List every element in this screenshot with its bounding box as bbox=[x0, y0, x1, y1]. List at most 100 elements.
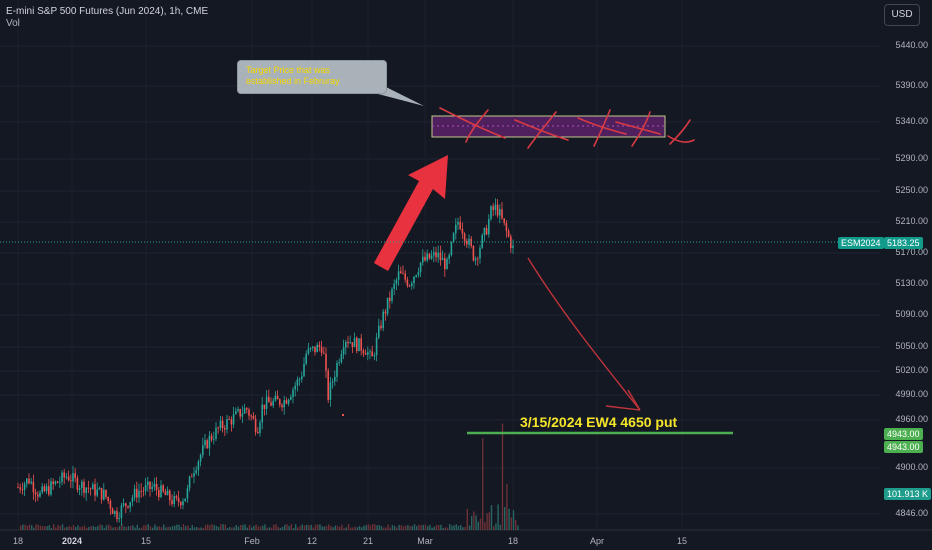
candle-body bbox=[120, 505, 123, 519]
volume-bar bbox=[108, 524, 110, 530]
volume-bar bbox=[457, 525, 460, 530]
candle-body bbox=[162, 485, 164, 492]
volume-bar bbox=[169, 526, 171, 530]
volume-bar bbox=[59, 526, 61, 530]
candle-body bbox=[85, 487, 87, 493]
candle-body bbox=[140, 490, 142, 492]
target-callout[interactable]: Target Price that was established in Feb… bbox=[237, 60, 387, 94]
candle-body bbox=[19, 487, 21, 490]
volume-bar bbox=[68, 525, 70, 530]
candle-body bbox=[182, 501, 184, 506]
candle-body bbox=[507, 230, 510, 237]
volume-bar bbox=[86, 527, 88, 530]
candle-body bbox=[501, 209, 503, 219]
volume-bar bbox=[226, 527, 229, 530]
candle-body bbox=[164, 491, 167, 496]
volume-bar bbox=[319, 524, 321, 530]
volume-bar bbox=[354, 526, 356, 530]
volume-bar bbox=[121, 524, 123, 530]
candle-body bbox=[87, 487, 90, 489]
volume-bar bbox=[220, 524, 222, 530]
volume-bar bbox=[451, 525, 453, 530]
target-arrow bbox=[374, 155, 448, 271]
volume-bar bbox=[297, 527, 299, 530]
candle-body bbox=[279, 399, 281, 406]
candle-body bbox=[188, 476, 191, 489]
volume-bar bbox=[202, 527, 204, 530]
y-tick-label: 5440.00 bbox=[895, 40, 928, 50]
y-tick-label: 5390.00 bbox=[895, 80, 928, 90]
volume-bar bbox=[92, 526, 94, 530]
candle-body bbox=[276, 395, 279, 400]
candle-body bbox=[221, 420, 224, 429]
candle-body bbox=[461, 228, 464, 234]
candle-body bbox=[312, 346, 314, 348]
candle-body bbox=[426, 253, 428, 261]
candle-body bbox=[450, 242, 453, 256]
currency-button[interactable]: USD bbox=[884, 4, 920, 26]
volume-bar bbox=[198, 527, 200, 530]
candle-body bbox=[125, 503, 127, 507]
candle-body bbox=[303, 363, 305, 377]
volume-bar bbox=[477, 521, 479, 530]
volume-bar bbox=[193, 527, 196, 530]
support-price-tag-2: 4943.00 bbox=[884, 441, 923, 453]
candle-body bbox=[488, 219, 490, 235]
candle-body bbox=[353, 337, 356, 348]
y-tick-label: 5090.00 bbox=[895, 309, 928, 319]
x-tick-label: 15 bbox=[676, 536, 688, 546]
volume-bar bbox=[114, 527, 116, 530]
volume-bar bbox=[356, 527, 358, 530]
volume-bar bbox=[246, 527, 248, 530]
candle-body bbox=[386, 297, 389, 314]
volume-bar bbox=[308, 525, 310, 530]
candle-body bbox=[52, 481, 54, 484]
candle-body bbox=[391, 288, 393, 301]
candle-body bbox=[369, 351, 371, 353]
volume-bar bbox=[363, 525, 365, 530]
y-tick-label: 4846.00 bbox=[895, 508, 928, 518]
candle-body bbox=[177, 497, 180, 503]
volume-bar bbox=[301, 524, 303, 530]
candle-body bbox=[274, 395, 277, 401]
candle-body bbox=[468, 238, 470, 245]
volume-bar bbox=[398, 524, 400, 530]
candle-body bbox=[261, 404, 263, 423]
volume-bar bbox=[517, 525, 519, 530]
volume-bar bbox=[303, 525, 306, 530]
volume-bar bbox=[394, 526, 396, 530]
volume-bar bbox=[264, 524, 266, 530]
volume-bar bbox=[504, 507, 506, 530]
candle-body bbox=[81, 481, 83, 489]
volume-bar bbox=[455, 524, 457, 530]
candle-body bbox=[65, 476, 68, 478]
candle-body bbox=[37, 494, 39, 497]
candle-body bbox=[30, 481, 32, 484]
chart-title: E-mini S&P 500 Futures (Jun 2024), 1h, C… bbox=[6, 6, 209, 17]
candle-body bbox=[228, 419, 230, 420]
candle-body bbox=[50, 481, 52, 495]
volume-bar bbox=[160, 527, 163, 530]
candle-body bbox=[43, 486, 46, 492]
volume-bar bbox=[365, 525, 367, 530]
volume-bar bbox=[281, 526, 284, 530]
candle-body bbox=[336, 362, 338, 377]
candle-body bbox=[327, 370, 329, 400]
candle-body bbox=[356, 337, 358, 352]
candle-body bbox=[149, 481, 151, 490]
volume-bar bbox=[244, 524, 246, 530]
y-tick-label: 5340.00 bbox=[895, 116, 928, 126]
candle-body bbox=[17, 487, 19, 489]
volume-bar bbox=[262, 525, 264, 530]
candle-body bbox=[485, 228, 488, 235]
put-annotation[interactable]: 3/15/2024 EW4 4650 put bbox=[520, 414, 678, 430]
volume-bar bbox=[171, 526, 174, 530]
candle-body bbox=[331, 381, 334, 383]
volume-bar bbox=[218, 526, 220, 530]
volume-bar bbox=[174, 525, 176, 530]
candle-body bbox=[208, 435, 211, 449]
volume-bar bbox=[231, 527, 233, 530]
candle-body bbox=[323, 352, 325, 354]
candle-body bbox=[481, 234, 483, 248]
